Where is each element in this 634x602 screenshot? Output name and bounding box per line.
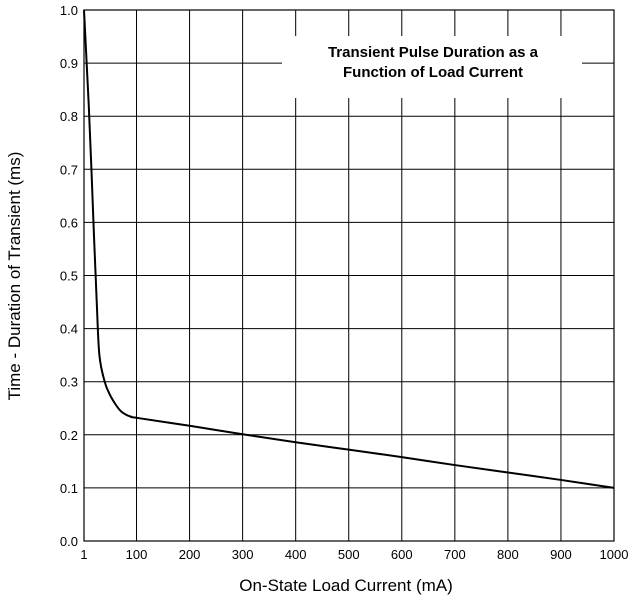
x-tick-label: 500 xyxy=(338,547,360,562)
x-tick-label: 900 xyxy=(550,547,572,562)
y-tick-label: 0.2 xyxy=(60,428,78,443)
x-axis-ticks: 1 100 200 300 400 500 600 700 800 900 1000 xyxy=(80,547,628,562)
y-tick-label: 0.5 xyxy=(60,269,78,284)
x-tick-label: 700 xyxy=(444,547,466,562)
x-tick-label: 300 xyxy=(232,547,254,562)
x-tick-label: 800 xyxy=(497,547,519,562)
y-tick-label: 0.9 xyxy=(60,56,78,71)
series-line xyxy=(83,9,615,489)
y-tick-label: 0.8 xyxy=(60,109,78,124)
y-tick-label: 1.0 xyxy=(60,3,78,18)
x-tick-label: 100 xyxy=(126,547,148,562)
y-axis-label: Time - Duration of Transient (ms) xyxy=(5,152,24,401)
y-tick-label: 0.6 xyxy=(60,215,78,230)
y-axis-ticks: 0.0 0.1 0.2 0.3 0.4 0.5 0.6 0.7 0.8 0.9 1.0 xyxy=(60,3,78,549)
title-line-1: Transient Pulse Duration as a xyxy=(328,44,539,61)
title-background xyxy=(282,36,582,98)
x-tick-label: 1000 xyxy=(600,547,629,562)
chart-title: Transient Pulse Duration as a Function o… xyxy=(282,36,582,98)
x-axis-label: On-State Load Current (mA) xyxy=(239,576,453,595)
y-tick-label: 0.1 xyxy=(60,481,78,496)
title-line-2: Function of Load Current xyxy=(343,64,523,81)
x-tick-label: 400 xyxy=(285,547,307,562)
plot-frame xyxy=(83,9,615,542)
y-tick-label: 0.4 xyxy=(60,322,78,337)
y-tick-label: 0.3 xyxy=(60,375,78,390)
y-tick-label: 0.0 xyxy=(60,534,78,549)
x-tick-label: 1 xyxy=(80,547,87,562)
x-tick-label: 600 xyxy=(391,547,413,562)
x-tick-label: 200 xyxy=(179,547,201,562)
y-tick-label: 0.7 xyxy=(60,162,78,177)
